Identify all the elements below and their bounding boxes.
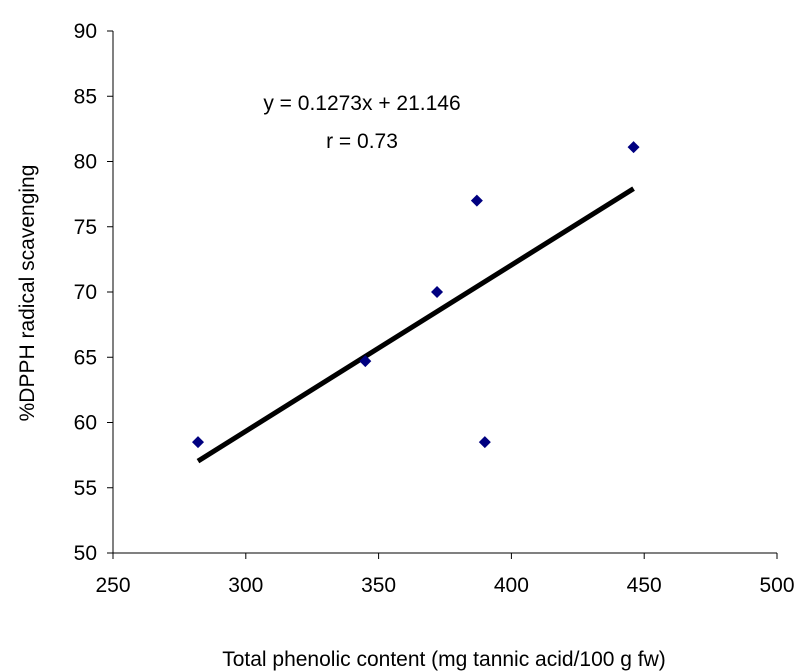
x-ticks: 250 300 350 400 450 500 — [95, 553, 795, 597]
y-axis-label: %DPPH radical scavenging — [16, 165, 39, 422]
x-tick-label: 350 — [361, 574, 396, 597]
y-tick-label: 60 — [74, 412, 97, 435]
y-tick-label: 55 — [74, 477, 97, 500]
y-tick-label: 75 — [74, 216, 97, 239]
trendline — [196, 186, 635, 464]
y-tick-label: 80 — [74, 151, 97, 174]
x-tick-label: 250 — [95, 574, 130, 597]
x-tick-label: 400 — [494, 574, 529, 597]
data-point — [191, 436, 204, 449]
x-tick-label: 450 — [627, 574, 662, 597]
data-point — [478, 436, 491, 449]
r-value-label: r = 0.73 — [326, 130, 398, 153]
data-points — [191, 141, 640, 449]
x-tick-label: 300 — [228, 574, 263, 597]
data-point — [627, 141, 640, 154]
data-point — [359, 355, 372, 368]
y-tick-label: 90 — [74, 20, 97, 43]
data-point — [470, 194, 483, 207]
data-point — [431, 286, 444, 298]
y-tick-label: 50 — [74, 542, 97, 565]
x-tick-label: 500 — [759, 574, 794, 597]
y-tick-label: 85 — [74, 85, 97, 108]
y-tick-label: 70 — [74, 281, 97, 304]
y-tick-label: 65 — [74, 346, 97, 369]
equation-label: y = 0.1273x + 21.146 — [263, 92, 460, 115]
y-ticks: 50 55 60 65 70 75 80 85 90 — [74, 20, 113, 565]
x-axis-label: Total phenolic content (mg tannic acid/1… — [222, 648, 666, 671]
